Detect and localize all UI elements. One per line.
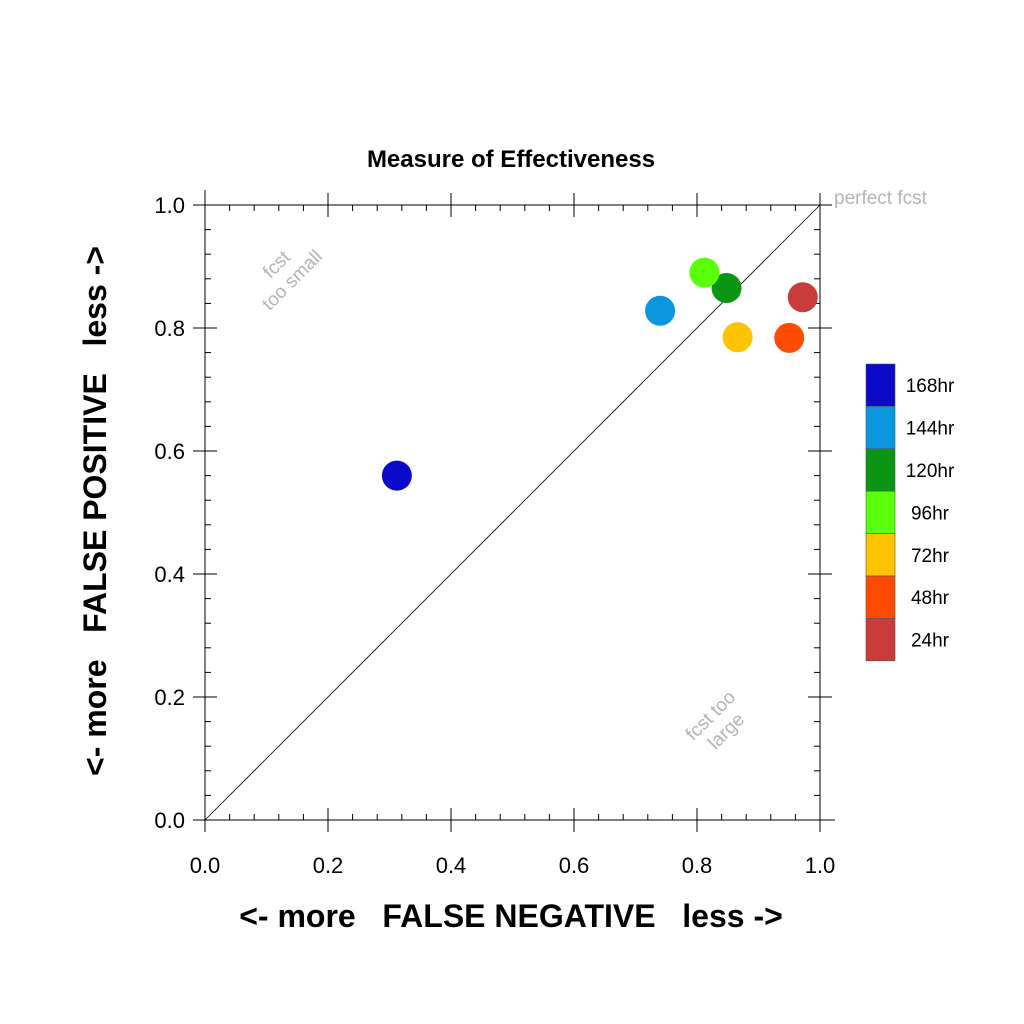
x-tick-label: 0.4 [436,853,467,878]
point-96hr [689,257,720,288]
legend-label-72hr: 72hr [911,546,950,567]
legend-swatch-144hr [865,406,896,450]
chart-title: Measure of Effectiveness [367,146,655,173]
x-tick-label: 0.0 [190,853,221,878]
data-points [381,257,818,491]
annotation-too-small-line2: too small [258,246,327,315]
x-tick-label: 0.2 [313,853,344,878]
y-tick-label: 0.2 [154,685,185,710]
legend: 168hr 144hr 120hr 96hr 72hr 48hr 24hr [865,363,955,662]
y-tick-label: 0.8 [154,316,185,341]
y-tick-label: 0.0 [154,808,185,833]
minor-ticks [205,205,820,820]
major-ticks [193,193,832,832]
annotation-perfect-fcst: perfect fcst [834,188,928,209]
x-tick-label: 1.0 [805,853,836,878]
legend-label-48hr: 48hr [911,588,950,609]
legend-swatch-48hr [865,575,896,619]
y-tick-label: 0.4 [154,562,185,587]
point-48hr [774,322,805,353]
y-tick-labels: 0.0 0.2 0.4 0.6 0.8 1.0 [154,193,185,833]
y-axis-label: <- more FALSE POSITIVE less -> [77,246,113,776]
legend-label-96hr: 96hr [911,503,950,524]
point-24hr [787,282,818,313]
x-tick-labels: 0.0 0.2 0.4 0.6 0.8 1.0 [190,853,836,878]
point-168hr [381,460,412,491]
annotation-fcst-too-small: fcst too small [258,246,327,315]
legend-label-144hr: 144hr [906,419,955,440]
plot-area [204,190,835,832]
point-144hr [645,295,676,326]
legend-swatch-168hr [865,363,896,407]
y-tick-label: 0.6 [154,439,185,464]
x-tick-label: 0.8 [682,853,713,878]
legend-swatch-24hr [865,618,896,662]
legend-swatch-96hr [865,490,896,534]
legend-label-120hr: 120hr [906,461,955,482]
legend-label-168hr: 168hr [906,376,955,397]
annotation-fcst-too-large: fcst too large [682,687,749,754]
legend-swatch-72hr [865,533,896,577]
legend-swatch-120hr [865,448,896,492]
perfect-forecast-diagonal [204,204,821,821]
x-tick-label: 0.6 [559,853,590,878]
legend-label-24hr: 24hr [911,631,950,652]
x-axis-label: <- more FALSE NEGATIVE less -> [239,898,783,934]
point-120hr [711,273,742,304]
point-72hr [722,322,753,353]
y-tick-label: 1.0 [154,193,185,218]
